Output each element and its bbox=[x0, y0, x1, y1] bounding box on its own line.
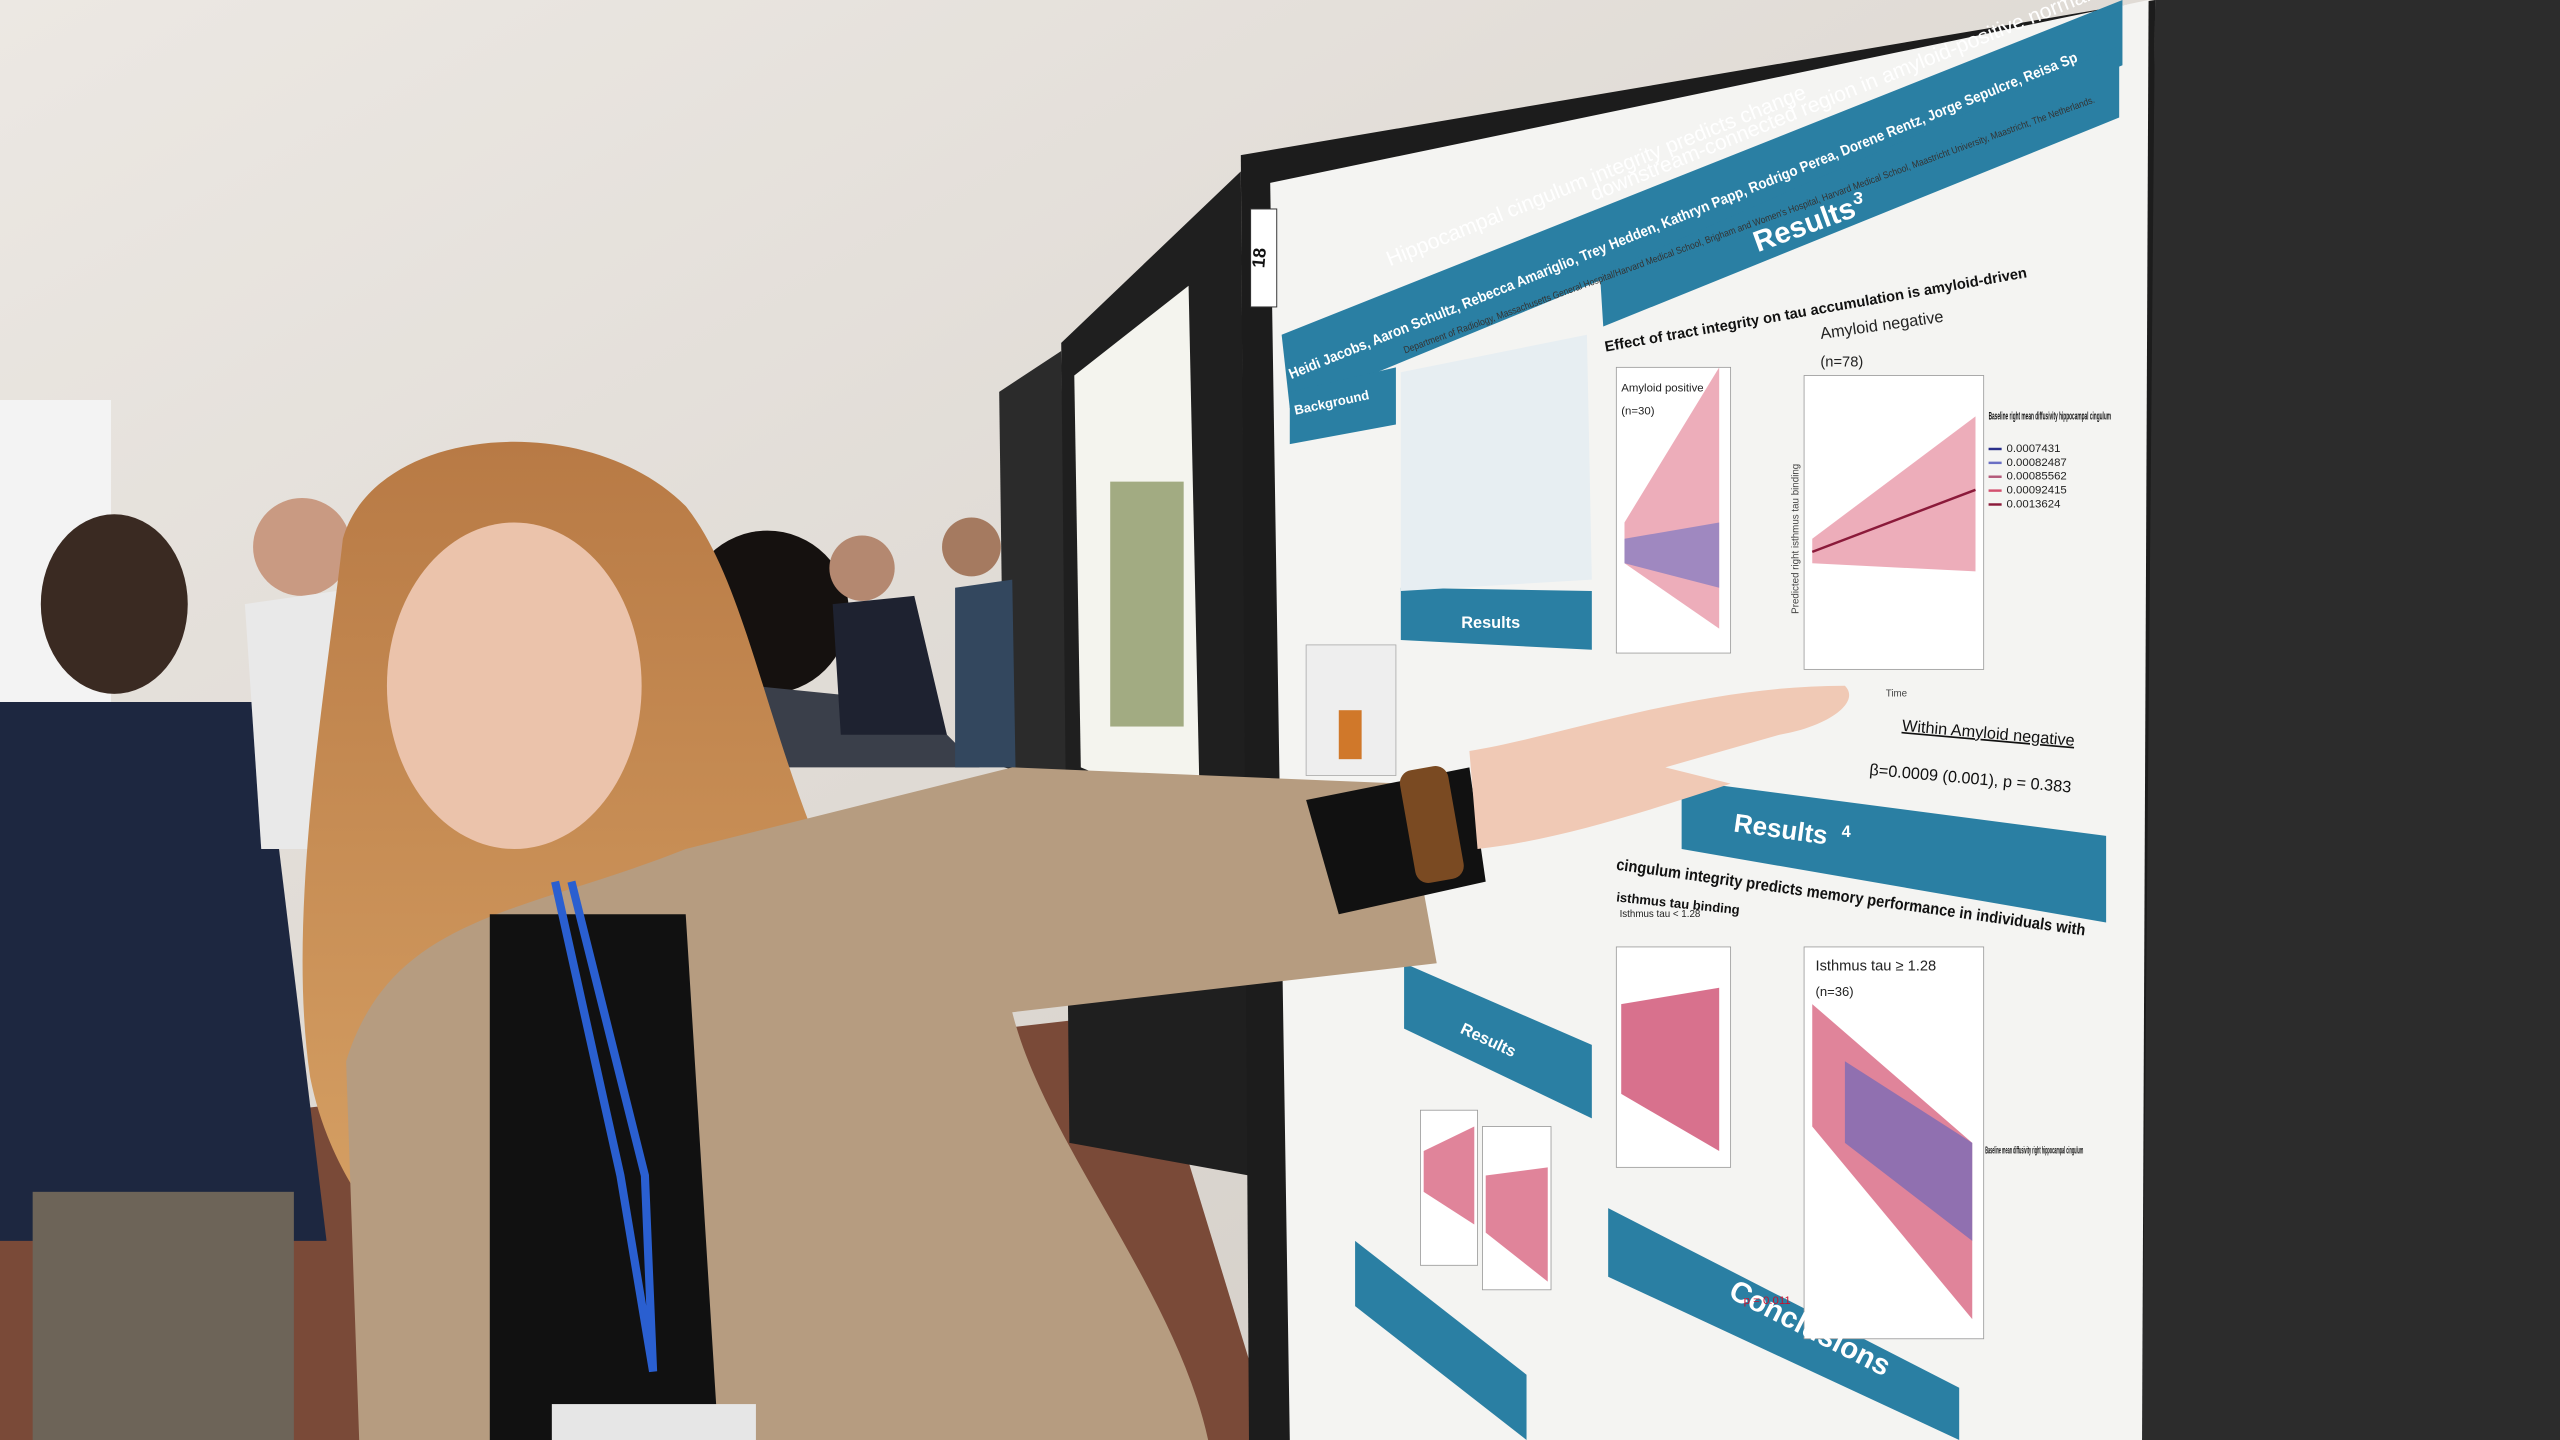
legend-item: 0.00092415 bbox=[2007, 485, 2067, 497]
section-number: 4 bbox=[1842, 823, 1851, 841]
confidence-band bbox=[1624, 522, 1720, 588]
section-number: 3 bbox=[1853, 188, 1863, 208]
back-board bbox=[999, 351, 1070, 784]
board-number: 18 bbox=[1248, 247, 1270, 269]
panel-n: (n=78) bbox=[1820, 354, 1863, 370]
lanyard bbox=[551, 880, 658, 1373]
dark-wall bbox=[2142, 0, 2560, 1440]
woman-hand bbox=[1469, 685, 1850, 849]
title-band bbox=[1281, 0, 2123, 409]
poster-images bbox=[1110, 481, 1184, 727]
legend-title: Baseline mean diffusivity right hippocam… bbox=[1985, 1146, 2083, 1157]
confidence-band bbox=[1485, 1167, 1548, 1282]
legend-item: 0.0013624 bbox=[2007, 499, 2062, 511]
confidence-band bbox=[1812, 416, 1976, 572]
person-head bbox=[253, 497, 352, 596]
legend-title: Baseline right mean diffusivity hippocam… bbox=[1989, 410, 2111, 422]
table bbox=[1400, 334, 1592, 592]
legend-item: 0.00085562 bbox=[2007, 471, 2067, 483]
panel-title: Amyloid positive bbox=[1621, 383, 1703, 395]
stat: p = 0.011 bbox=[1744, 1295, 1791, 1307]
legend-item: 0.0007431 bbox=[2007, 443, 2061, 455]
conclusions-band bbox=[1608, 1208, 1960, 1440]
wristwatch bbox=[1399, 766, 1464, 883]
person-legs bbox=[32, 1191, 294, 1440]
x-axis-label: Time bbox=[1886, 688, 1907, 699]
person-hair bbox=[40, 514, 188, 694]
background-band bbox=[1289, 367, 1396, 445]
results-band bbox=[1681, 780, 2107, 923]
woman-top bbox=[489, 914, 719, 1440]
panel-title: Isthmus tau < 1.28 bbox=[1620, 909, 1701, 920]
trend-line bbox=[1811, 488, 1976, 553]
results-band bbox=[1400, 587, 1592, 650]
panel-title: Isthmus tau ≥ 1.28 bbox=[1816, 958, 1937, 974]
results-band bbox=[1404, 963, 1592, 1119]
legend-item: 0.00082487 bbox=[2007, 457, 2067, 469]
y-axis-label: Predicted right isthmus tau binding bbox=[1791, 464, 1802, 614]
results-band bbox=[1355, 1240, 1527, 1440]
person-body bbox=[955, 579, 1016, 768]
woman-face bbox=[386, 522, 642, 849]
confidence-band bbox=[1844, 1061, 1973, 1241]
confidence-band bbox=[1621, 987, 1720, 1152]
person-head bbox=[829, 535, 895, 601]
person-head bbox=[942, 517, 1001, 577]
confidence-band bbox=[1423, 1126, 1475, 1225]
section-heading: Results bbox=[1461, 614, 1520, 632]
panel-n: (n=30) bbox=[1621, 405, 1654, 417]
legend: 0.0007431 0.00082487 0.00085562 0.00092415 0… bbox=[1988, 443, 2067, 511]
panel-n: (n=36) bbox=[1816, 984, 1854, 999]
diagram-box bbox=[1338, 710, 1362, 760]
results-band bbox=[1600, 45, 2120, 327]
person-body bbox=[0, 702, 327, 1241]
board-number-card bbox=[1250, 208, 1278, 308]
name-badge bbox=[551, 1404, 756, 1440]
person-body bbox=[832, 595, 947, 735]
